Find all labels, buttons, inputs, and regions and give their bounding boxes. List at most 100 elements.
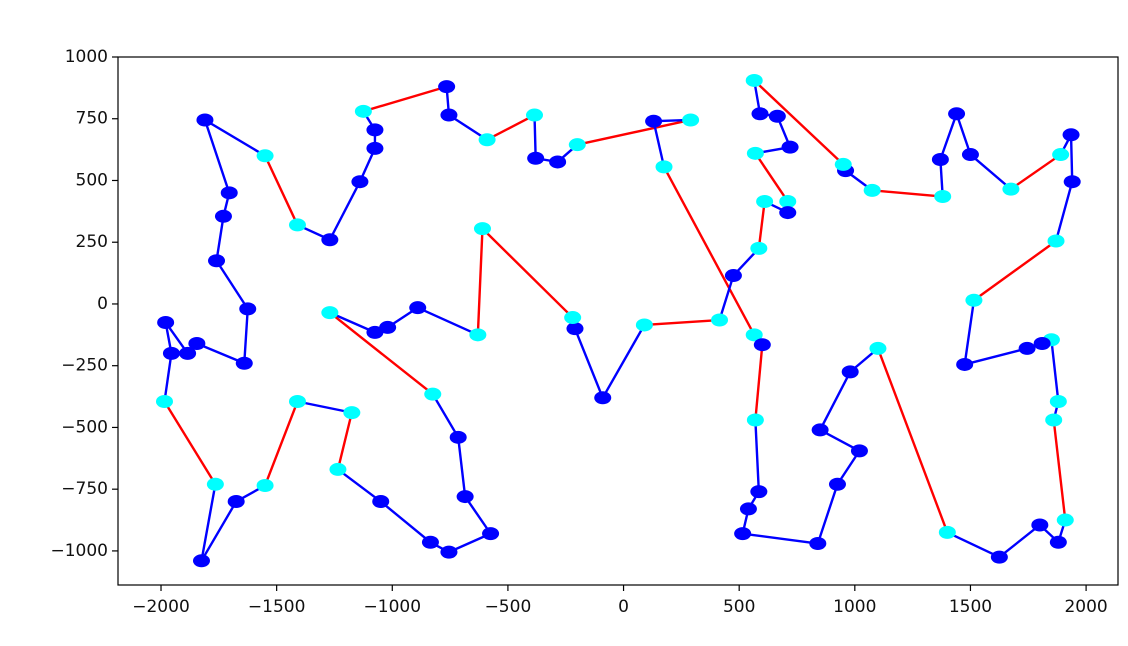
tour-node bbox=[1031, 518, 1049, 532]
tour-node bbox=[206, 477, 224, 491]
x-tick-label: 2000 bbox=[1064, 597, 1107, 617]
tour-node bbox=[753, 338, 771, 352]
tour-node bbox=[682, 113, 700, 127]
tour-node bbox=[564, 311, 582, 325]
tour-node bbox=[372, 495, 390, 509]
tour-edge bbox=[1054, 180, 1074, 243]
tour-node bbox=[288, 395, 306, 409]
tour-node bbox=[366, 123, 384, 137]
tour-edge bbox=[203, 118, 267, 157]
tour-node bbox=[990, 550, 1008, 564]
tour-node bbox=[424, 387, 442, 401]
x-tick-label: −1500 bbox=[248, 597, 306, 617]
x-tick-label: 0 bbox=[618, 597, 629, 617]
tour-node bbox=[1049, 395, 1067, 409]
tour-edge bbox=[379, 500, 432, 544]
tour-node bbox=[635, 318, 653, 332]
tour-edge bbox=[485, 113, 536, 141]
tour-node bbox=[750, 241, 768, 255]
x-tick-label: 1000 bbox=[833, 597, 876, 617]
tour-node bbox=[478, 133, 496, 147]
tour-node bbox=[208, 254, 226, 268]
tour-node bbox=[745, 328, 763, 342]
tour-node bbox=[956, 357, 974, 371]
tour-node bbox=[734, 527, 752, 541]
tour-edge bbox=[963, 347, 1029, 366]
tour-node bbox=[1063, 175, 1081, 189]
tour-edge bbox=[754, 343, 764, 422]
tour-node bbox=[781, 140, 799, 154]
y-tick-label: −250 bbox=[61, 356, 108, 376]
tour-edge bbox=[481, 227, 574, 319]
tour-node bbox=[549, 155, 567, 169]
tour-node bbox=[456, 490, 474, 504]
tour-edge bbox=[263, 154, 299, 227]
tour-node bbox=[379, 320, 397, 334]
tour-edge bbox=[643, 318, 721, 327]
tour-edge bbox=[243, 307, 249, 365]
tour-node bbox=[440, 545, 458, 559]
tour-node bbox=[1045, 413, 1063, 427]
tour-node bbox=[329, 462, 347, 476]
tour-node bbox=[594, 391, 612, 405]
tour-node bbox=[645, 114, 663, 128]
tour-edge bbox=[601, 323, 646, 400]
tour-node bbox=[711, 313, 729, 327]
tour-edge bbox=[576, 118, 692, 146]
tour-edge bbox=[456, 436, 467, 498]
tour-node bbox=[961, 148, 979, 162]
tour-node bbox=[768, 109, 786, 123]
tour-node bbox=[568, 138, 586, 152]
tour-edge bbox=[818, 370, 852, 432]
tour-edge bbox=[476, 227, 484, 337]
tour-node bbox=[482, 527, 500, 541]
plot-frame bbox=[117, 56, 1119, 586]
tour-node bbox=[1052, 148, 1070, 162]
tour-node bbox=[440, 108, 458, 122]
tour-edge bbox=[163, 400, 217, 486]
tour-edge bbox=[662, 165, 756, 337]
tour-node bbox=[746, 413, 764, 427]
tour-node bbox=[850, 444, 868, 458]
y-tick-label: −1000 bbox=[50, 541, 108, 561]
tour-node bbox=[779, 194, 797, 208]
tour-node bbox=[288, 218, 306, 232]
tour-edge bbox=[328, 311, 377, 334]
tour-edge bbox=[963, 299, 976, 366]
tour-node bbox=[948, 107, 966, 121]
tour-edge bbox=[870, 189, 944, 198]
tour-node bbox=[321, 233, 339, 247]
tour-node bbox=[869, 341, 887, 355]
tour-node bbox=[473, 222, 491, 236]
tour-edge bbox=[362, 85, 448, 113]
tour-node bbox=[931, 152, 949, 166]
tour-node bbox=[239, 302, 257, 316]
tour-node bbox=[527, 151, 545, 165]
tour-edge bbox=[328, 180, 362, 241]
tour-edge bbox=[463, 495, 492, 535]
tour-edge bbox=[163, 352, 173, 403]
tour-node bbox=[449, 430, 467, 444]
tour-edge bbox=[328, 311, 434, 396]
tour-edge bbox=[955, 112, 972, 156]
tour-node bbox=[179, 346, 197, 360]
tour-node bbox=[235, 356, 253, 370]
tour-node bbox=[469, 328, 487, 342]
tour-node bbox=[863, 183, 881, 197]
tour-node bbox=[155, 395, 173, 409]
tour-node bbox=[214, 209, 232, 223]
tour-node bbox=[828, 477, 846, 491]
tour-node bbox=[256, 478, 274, 492]
tour-edge bbox=[816, 483, 839, 545]
tour-node bbox=[366, 325, 384, 339]
x-tick-label: −1000 bbox=[364, 597, 422, 617]
tour-node bbox=[1056, 513, 1074, 527]
tour-edge bbox=[939, 112, 958, 161]
tour-edge bbox=[215, 215, 225, 262]
tour-edge bbox=[431, 392, 460, 439]
tour-node bbox=[343, 406, 361, 420]
tour-node bbox=[655, 160, 673, 174]
tour-node bbox=[220, 186, 238, 200]
